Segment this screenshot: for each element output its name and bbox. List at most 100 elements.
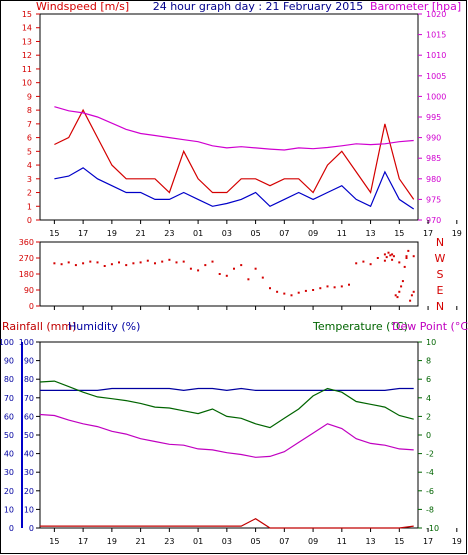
x-tick-label: 03: [222, 537, 232, 546]
baro-tick-label: 980: [426, 175, 441, 184]
wind-tick-label: 10: [22, 79, 32, 88]
humidity-tick-label: 10: [24, 505, 34, 514]
wind-tick-label: 1: [27, 202, 32, 211]
x-tick-label: 15: [394, 229, 404, 238]
humidity-tick-label: 90: [24, 357, 34, 366]
humidity-tick-label: 20: [24, 487, 34, 496]
direction-point: [319, 287, 322, 290]
direction-point: [383, 259, 386, 262]
wind-tick-label: 5: [27, 147, 32, 156]
direction-point: [240, 264, 243, 267]
humidity-tick-label: 100: [19, 338, 34, 347]
x-tick-label: 01: [193, 537, 203, 546]
x-tick-label: 05: [250, 229, 260, 238]
humidity-tick-label: 70: [24, 394, 34, 403]
direction-point: [154, 262, 156, 265]
rain-tick-label: 10: [4, 505, 14, 514]
x-tick-label: 17: [423, 229, 433, 238]
direction-point: [398, 290, 401, 293]
direction-point: [254, 267, 257, 270]
x-tick-label: 05: [250, 537, 260, 546]
direction-point: [175, 261, 178, 264]
x-tick-label: 15: [394, 537, 404, 546]
direction-tick-label: 360: [19, 238, 34, 247]
direction-tick-label: 270: [19, 254, 34, 263]
direction-point: [269, 287, 271, 290]
temp-tick-label: -8: [426, 505, 434, 514]
x-tick-label: 19: [452, 229, 462, 238]
direction-point: [297, 291, 300, 294]
direction-point: [189, 267, 192, 270]
rainfall-label: Rainfall (mm): [2, 320, 76, 333]
direction-point: [261, 276, 264, 279]
right-label-baro: Barometer [hpa]: [370, 0, 461, 13]
temp-tick-label: 0: [426, 431, 431, 440]
x-tick-label: 17: [78, 537, 88, 546]
baro-tick-label: 995: [426, 113, 441, 122]
direction-point: [125, 264, 128, 267]
wind-tick-label: 0: [27, 216, 32, 225]
direction-point: [401, 280, 404, 283]
baro-tick-label: 1020: [426, 10, 446, 19]
compass-label: E: [437, 284, 444, 297]
humidity-tick-label: 60: [24, 412, 34, 421]
wind-tick-label: 3: [27, 175, 32, 184]
wind-tick-label: 8: [27, 106, 32, 115]
x-tick-label: 19: [107, 229, 117, 238]
wind-baro-panel: 0123456789101112131415970975980985990995…: [22, 10, 462, 238]
direction-point: [276, 290, 279, 293]
rain-tick-label: 70: [4, 394, 14, 403]
baro-tick-label: 970: [426, 216, 441, 225]
temp-hum-rain-panel: 0102030405060708090100010203040506070809…: [0, 338, 462, 546]
direction-point: [233, 267, 235, 270]
direction-point: [412, 290, 415, 293]
temp-tick-label: 4: [426, 394, 431, 403]
direction-point: [168, 258, 171, 261]
temp-tick-label: -2: [426, 450, 434, 459]
compass-label: S: [437, 268, 444, 281]
direction-tick-label: 0: [29, 302, 34, 311]
direction-point: [103, 265, 106, 267]
title: 24 hour graph day : 21 February 2015: [153, 0, 364, 13]
direction-point: [398, 261, 401, 264]
x-tick-label: 03: [222, 229, 232, 238]
direction-tick-label: 90: [24, 286, 34, 295]
direction-point: [403, 265, 406, 268]
x-tick-label: 09: [308, 229, 318, 238]
rain-tick-label: 30: [4, 468, 14, 477]
rain-tick-label: 50: [4, 431, 14, 440]
direction-point: [74, 264, 77, 267]
direction-point: [110, 263, 113, 266]
direction-point: [409, 299, 412, 302]
x-tick-label: 07: [279, 229, 289, 238]
temp-tick-label: 10: [426, 338, 436, 347]
rain-tick-label: 40: [4, 450, 14, 459]
direction-point: [340, 285, 343, 288]
direction-point: [333, 286, 336, 289]
series-dewpoint: [39, 413, 414, 458]
direction-point: [391, 253, 394, 256]
direction-point: [412, 255, 415, 258]
series-temperature: [39, 380, 414, 429]
direction-point: [385, 256, 388, 259]
compass-label: N: [436, 300, 444, 313]
direction-point: [312, 289, 315, 291]
direction-point: [182, 260, 185, 263]
direction-point: [405, 255, 408, 258]
direction-point: [218, 273, 221, 275]
x-tick-label: 13: [365, 229, 375, 238]
wind-tick-label: 11: [22, 65, 32, 74]
direction-tick-label: 180: [19, 270, 34, 279]
baro-tick-label: 985: [426, 154, 441, 163]
baro-tick-label: 1000: [426, 92, 446, 101]
series-humidity: [40, 387, 414, 392]
direction-point: [197, 269, 200, 272]
direction-point: [405, 257, 408, 259]
x-tick-label: 11: [337, 229, 347, 238]
series-barometer: [54, 106, 414, 151]
wind-tick-label: 2: [27, 189, 32, 198]
humidity-tick-label: 30: [24, 468, 34, 477]
humidity-tick-label: 0: [29, 524, 34, 533]
